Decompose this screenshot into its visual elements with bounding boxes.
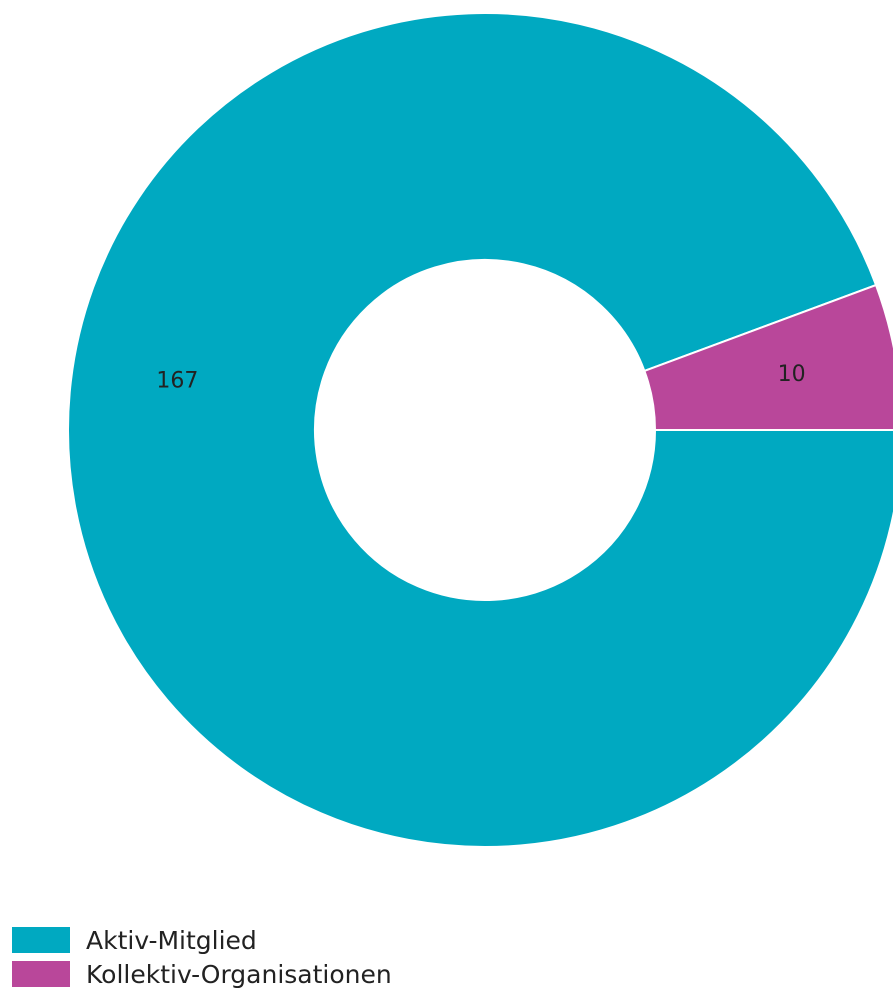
legend-item-kollektiv-organisationen[interactable]: Kollektiv-Organisationen (12, 957, 392, 991)
legend-item-aktiv-mitglied[interactable]: Aktiv-Mitglied (12, 923, 392, 957)
data-label-kollektiv-organisationen: 10 (778, 362, 806, 387)
slice-aktiv-mitglied[interactable] (67, 12, 893, 848)
data-labels-group: 167 10 (156, 362, 805, 393)
slices-group (67, 12, 893, 848)
legend-label: Kollektiv-Organisationen (86, 959, 392, 989)
legend-swatch (12, 961, 70, 987)
legend-swatch (12, 927, 70, 953)
slice-kollektiv-organisationen[interactable] (643, 283, 893, 431)
donut-chart: 167 10 (67, 12, 893, 848)
legend: Aktiv-Mitglied Kollektiv-Organisationen (12, 923, 392, 991)
data-label-aktiv-mitglied: 167 (156, 368, 198, 393)
legend-label: Aktiv-Mitglied (86, 925, 257, 955)
